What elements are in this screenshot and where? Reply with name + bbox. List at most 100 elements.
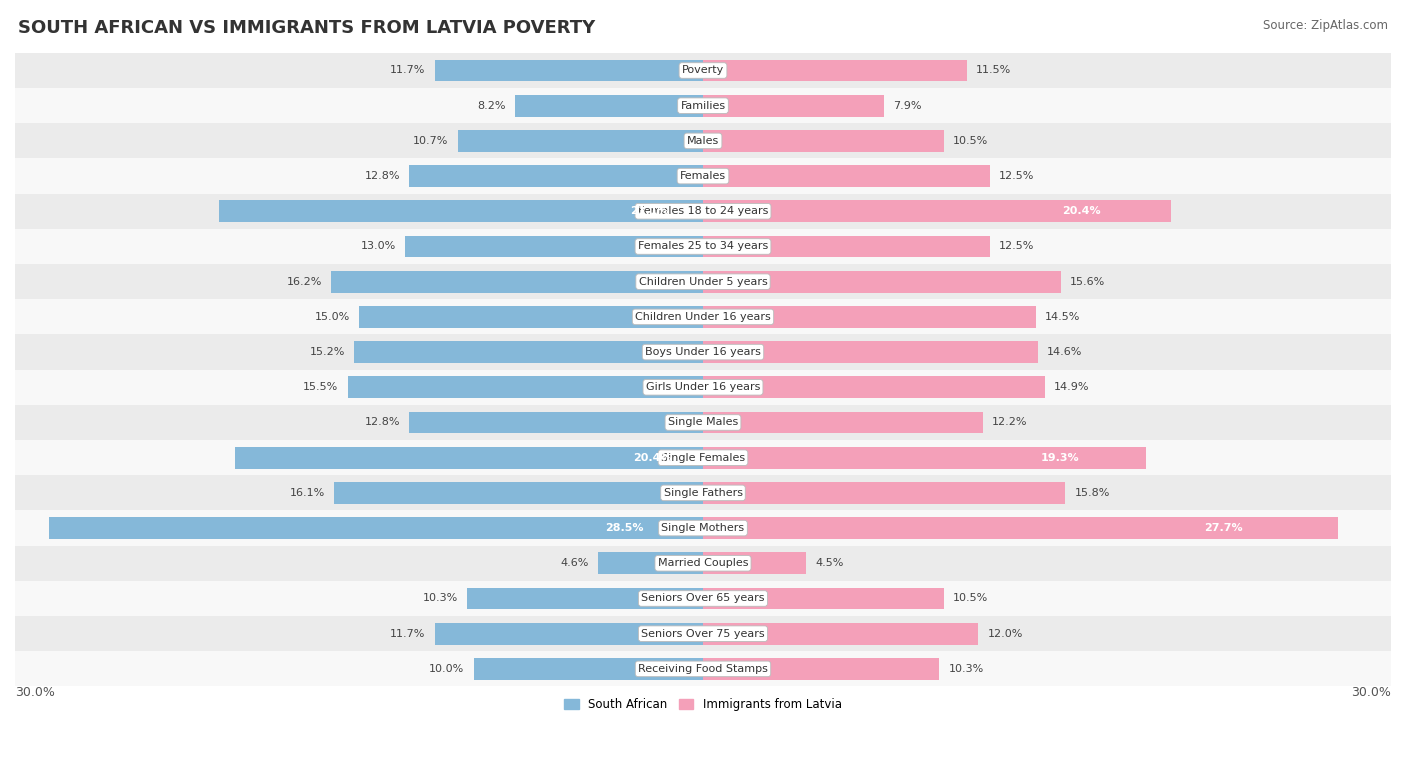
- Text: Receiving Food Stamps: Receiving Food Stamps: [638, 664, 768, 674]
- Bar: [15, 440, 1391, 475]
- Bar: [409, 165, 703, 187]
- Text: Single Males: Single Males: [668, 418, 738, 428]
- Bar: [434, 60, 703, 81]
- Bar: [703, 341, 1038, 363]
- Text: 12.5%: 12.5%: [998, 171, 1035, 181]
- Bar: [359, 306, 703, 327]
- Bar: [15, 88, 1391, 124]
- Text: 16.2%: 16.2%: [287, 277, 322, 287]
- Text: Children Under 5 years: Children Under 5 years: [638, 277, 768, 287]
- Bar: [703, 377, 1045, 398]
- Text: 12.5%: 12.5%: [998, 242, 1035, 252]
- Text: 4.6%: 4.6%: [560, 559, 588, 568]
- Bar: [703, 553, 806, 575]
- Text: 14.5%: 14.5%: [1045, 312, 1080, 322]
- Bar: [15, 194, 1391, 229]
- Bar: [703, 60, 967, 81]
- Text: Single Mothers: Single Mothers: [661, 523, 745, 533]
- Bar: [15, 334, 1391, 370]
- Text: 15.8%: 15.8%: [1074, 488, 1109, 498]
- Bar: [515, 95, 703, 117]
- Bar: [474, 658, 703, 680]
- Text: Children Under 16 years: Children Under 16 years: [636, 312, 770, 322]
- Bar: [703, 130, 943, 152]
- Bar: [49, 517, 703, 539]
- Bar: [15, 651, 1391, 687]
- Text: Girls Under 16 years: Girls Under 16 years: [645, 382, 761, 393]
- Text: 10.7%: 10.7%: [413, 136, 449, 146]
- Text: Males: Males: [688, 136, 718, 146]
- Bar: [15, 299, 1391, 334]
- Bar: [15, 616, 1391, 651]
- Text: Seniors Over 65 years: Seniors Over 65 years: [641, 594, 765, 603]
- Bar: [15, 581, 1391, 616]
- Text: 15.2%: 15.2%: [309, 347, 346, 357]
- Text: 16.1%: 16.1%: [290, 488, 325, 498]
- Text: 30.0%: 30.0%: [15, 687, 55, 700]
- Bar: [703, 271, 1060, 293]
- Bar: [703, 200, 1171, 222]
- Text: 10.5%: 10.5%: [953, 594, 988, 603]
- Text: 19.3%: 19.3%: [1040, 453, 1080, 462]
- Bar: [354, 341, 703, 363]
- Text: Married Couples: Married Couples: [658, 559, 748, 568]
- Bar: [703, 446, 1146, 468]
- Text: 12.8%: 12.8%: [364, 171, 401, 181]
- Text: 20.4%: 20.4%: [633, 453, 672, 462]
- Legend: South African, Immigrants from Latvia: South African, Immigrants from Latvia: [560, 693, 846, 716]
- Text: 7.9%: 7.9%: [893, 101, 922, 111]
- Bar: [703, 412, 983, 434]
- Bar: [703, 306, 1036, 327]
- Text: 14.9%: 14.9%: [1054, 382, 1090, 393]
- Bar: [15, 370, 1391, 405]
- Bar: [598, 553, 703, 575]
- Text: 11.7%: 11.7%: [389, 628, 426, 639]
- Bar: [703, 658, 939, 680]
- Text: Females 25 to 34 years: Females 25 to 34 years: [638, 242, 768, 252]
- Text: 8.2%: 8.2%: [477, 101, 506, 111]
- Text: 10.3%: 10.3%: [422, 594, 457, 603]
- Bar: [15, 510, 1391, 546]
- Bar: [457, 130, 703, 152]
- Text: 12.2%: 12.2%: [993, 418, 1028, 428]
- Text: 28.5%: 28.5%: [605, 523, 644, 533]
- Bar: [405, 236, 703, 258]
- Text: Source: ZipAtlas.com: Source: ZipAtlas.com: [1263, 19, 1388, 32]
- Text: 11.7%: 11.7%: [389, 65, 426, 76]
- Bar: [333, 482, 703, 504]
- Text: 20.4%: 20.4%: [1062, 206, 1101, 216]
- Bar: [703, 236, 990, 258]
- Text: Seniors Over 75 years: Seniors Over 75 years: [641, 628, 765, 639]
- Text: 10.5%: 10.5%: [953, 136, 988, 146]
- Bar: [15, 475, 1391, 510]
- Text: 10.3%: 10.3%: [949, 664, 984, 674]
- Text: Females 18 to 24 years: Females 18 to 24 years: [638, 206, 768, 216]
- Bar: [15, 546, 1391, 581]
- Text: 30.0%: 30.0%: [1351, 687, 1391, 700]
- Bar: [235, 446, 703, 468]
- Bar: [15, 264, 1391, 299]
- Text: 21.1%: 21.1%: [630, 206, 669, 216]
- Bar: [15, 124, 1391, 158]
- Bar: [332, 271, 703, 293]
- Text: Single Females: Single Females: [661, 453, 745, 462]
- Text: 4.5%: 4.5%: [815, 559, 844, 568]
- Text: 15.0%: 15.0%: [315, 312, 350, 322]
- Bar: [219, 200, 703, 222]
- Bar: [703, 587, 943, 609]
- Bar: [409, 412, 703, 434]
- Bar: [703, 623, 979, 644]
- Text: 13.0%: 13.0%: [360, 242, 395, 252]
- Text: 12.8%: 12.8%: [364, 418, 401, 428]
- Text: Boys Under 16 years: Boys Under 16 years: [645, 347, 761, 357]
- Text: 14.6%: 14.6%: [1047, 347, 1083, 357]
- Text: Single Fathers: Single Fathers: [664, 488, 742, 498]
- Bar: [15, 405, 1391, 440]
- Text: Females: Females: [681, 171, 725, 181]
- Bar: [467, 587, 703, 609]
- Text: Poverty: Poverty: [682, 65, 724, 76]
- Bar: [703, 482, 1066, 504]
- Bar: [15, 53, 1391, 88]
- Bar: [703, 517, 1339, 539]
- Text: 10.0%: 10.0%: [429, 664, 464, 674]
